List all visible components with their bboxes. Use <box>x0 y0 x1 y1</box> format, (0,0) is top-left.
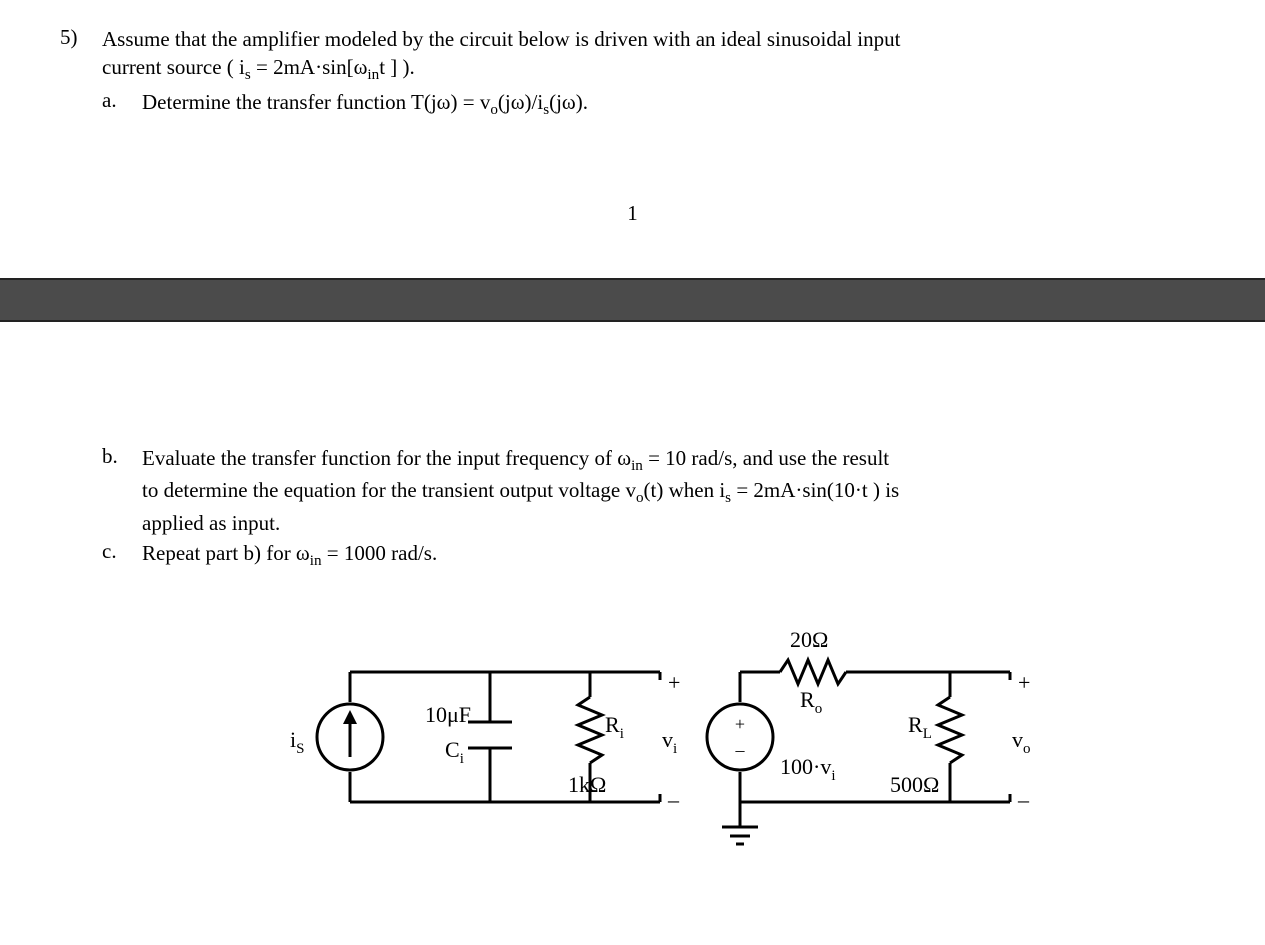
part-b-l2-suffix: = 2mA·sin(10·t ) is <box>731 478 899 502</box>
dep-src-plus: + <box>735 714 745 734</box>
question-stem: Assume that the amplifier modeled by the… <box>102 25 1205 86</box>
stem-line2-mid: = 2mA·sin[ω <box>251 55 368 79</box>
label-ro-value: 20Ω <box>790 627 828 652</box>
label-ri: Ri <box>605 712 624 742</box>
question-5: 5) Assume that the amplifier modeled by … <box>60 25 1205 86</box>
part-a-body: Determine the transfer function T(jω) = … <box>142 88 1205 121</box>
part-a-letter: a. <box>102 88 142 113</box>
label-vo-plus: + <box>1018 670 1030 695</box>
dep-src-minus: – <box>735 740 746 760</box>
label-vi-plus: + <box>668 670 680 695</box>
label-rl: RL <box>908 712 932 742</box>
part-b-l1-sub: in <box>631 458 643 474</box>
part-a-sub-o: o <box>490 102 498 118</box>
label-ci-value: 10μF <box>425 702 471 727</box>
stem-line2-prefix: current source ( i <box>102 55 245 79</box>
page-bottom: b. Evaluate the transfer function for th… <box>0 322 1265 908</box>
part-a-prefix: Determine the transfer function T(jω) = … <box>142 90 490 114</box>
part-b-l1-suffix: = 10 rad/s, and use the result <box>643 446 889 470</box>
part-b-l2-prefix: to determine the equation for the transi… <box>142 478 636 502</box>
page-number: 1 <box>60 201 1205 226</box>
circuit-diagram: iS 10μF Ci Ri 1kΩ + vi – + – 20Ω Ro 100·… <box>290 602 1205 868</box>
label-gain: 100·vi <box>780 754 836 784</box>
part-c: c. Repeat part b) for ωin = 1000 rad/s. <box>102 539 1205 572</box>
label-ri-value: 1kΩ <box>568 772 606 797</box>
question-number: 5) <box>60 25 102 50</box>
label-rl-value: 500Ω <box>890 772 939 797</box>
part-a-mid: (jω)/i <box>498 90 543 114</box>
part-b-body: Evaluate the transfer function for the i… <box>142 444 1205 538</box>
label-vi: vi <box>662 727 677 757</box>
part-b: b. Evaluate the transfer function for th… <box>102 444 1205 538</box>
stem-line1: Assume that the amplifier modeled by the… <box>102 27 900 51</box>
page-top: 5) Assume that the amplifier modeled by … <box>0 0 1265 278</box>
stem-line2-suffix: t ] ). <box>379 55 415 79</box>
part-b-l3: applied as input. <box>142 511 280 535</box>
label-vo-minus: – <box>1017 787 1030 812</box>
label-vo: vo <box>1012 727 1031 757</box>
section-divider-band <box>0 278 1265 322</box>
part-c-body: Repeat part b) for ωin = 1000 rad/s. <box>142 539 1205 572</box>
label-ci: Ci <box>445 737 464 767</box>
part-b-l2-mid: (t) when i <box>644 478 726 502</box>
part-c-letter: c. <box>102 539 142 564</box>
part-c-suffix: = 1000 rad/s. <box>322 541 438 565</box>
part-a: a. Determine the transfer function T(jω)… <box>102 88 1205 121</box>
label-is: iS <box>290 727 304 757</box>
part-a-suffix: (jω). <box>549 90 588 114</box>
part-b-l1-prefix: Evaluate the transfer function for the i… <box>142 446 631 470</box>
part-c-prefix: Repeat part b) for ω <box>142 541 310 565</box>
part-b-letter: b. <box>102 444 142 469</box>
circuit-svg: iS 10μF Ci Ri 1kΩ + vi – + – 20Ω Ro 100·… <box>290 602 1060 862</box>
part-b-l2-sub-o: o <box>636 490 644 506</box>
stem-sub-in: in <box>367 68 379 84</box>
label-vi-minus: – <box>667 787 680 812</box>
part-c-sub: in <box>310 553 322 569</box>
label-ro: Ro <box>800 687 822 717</box>
